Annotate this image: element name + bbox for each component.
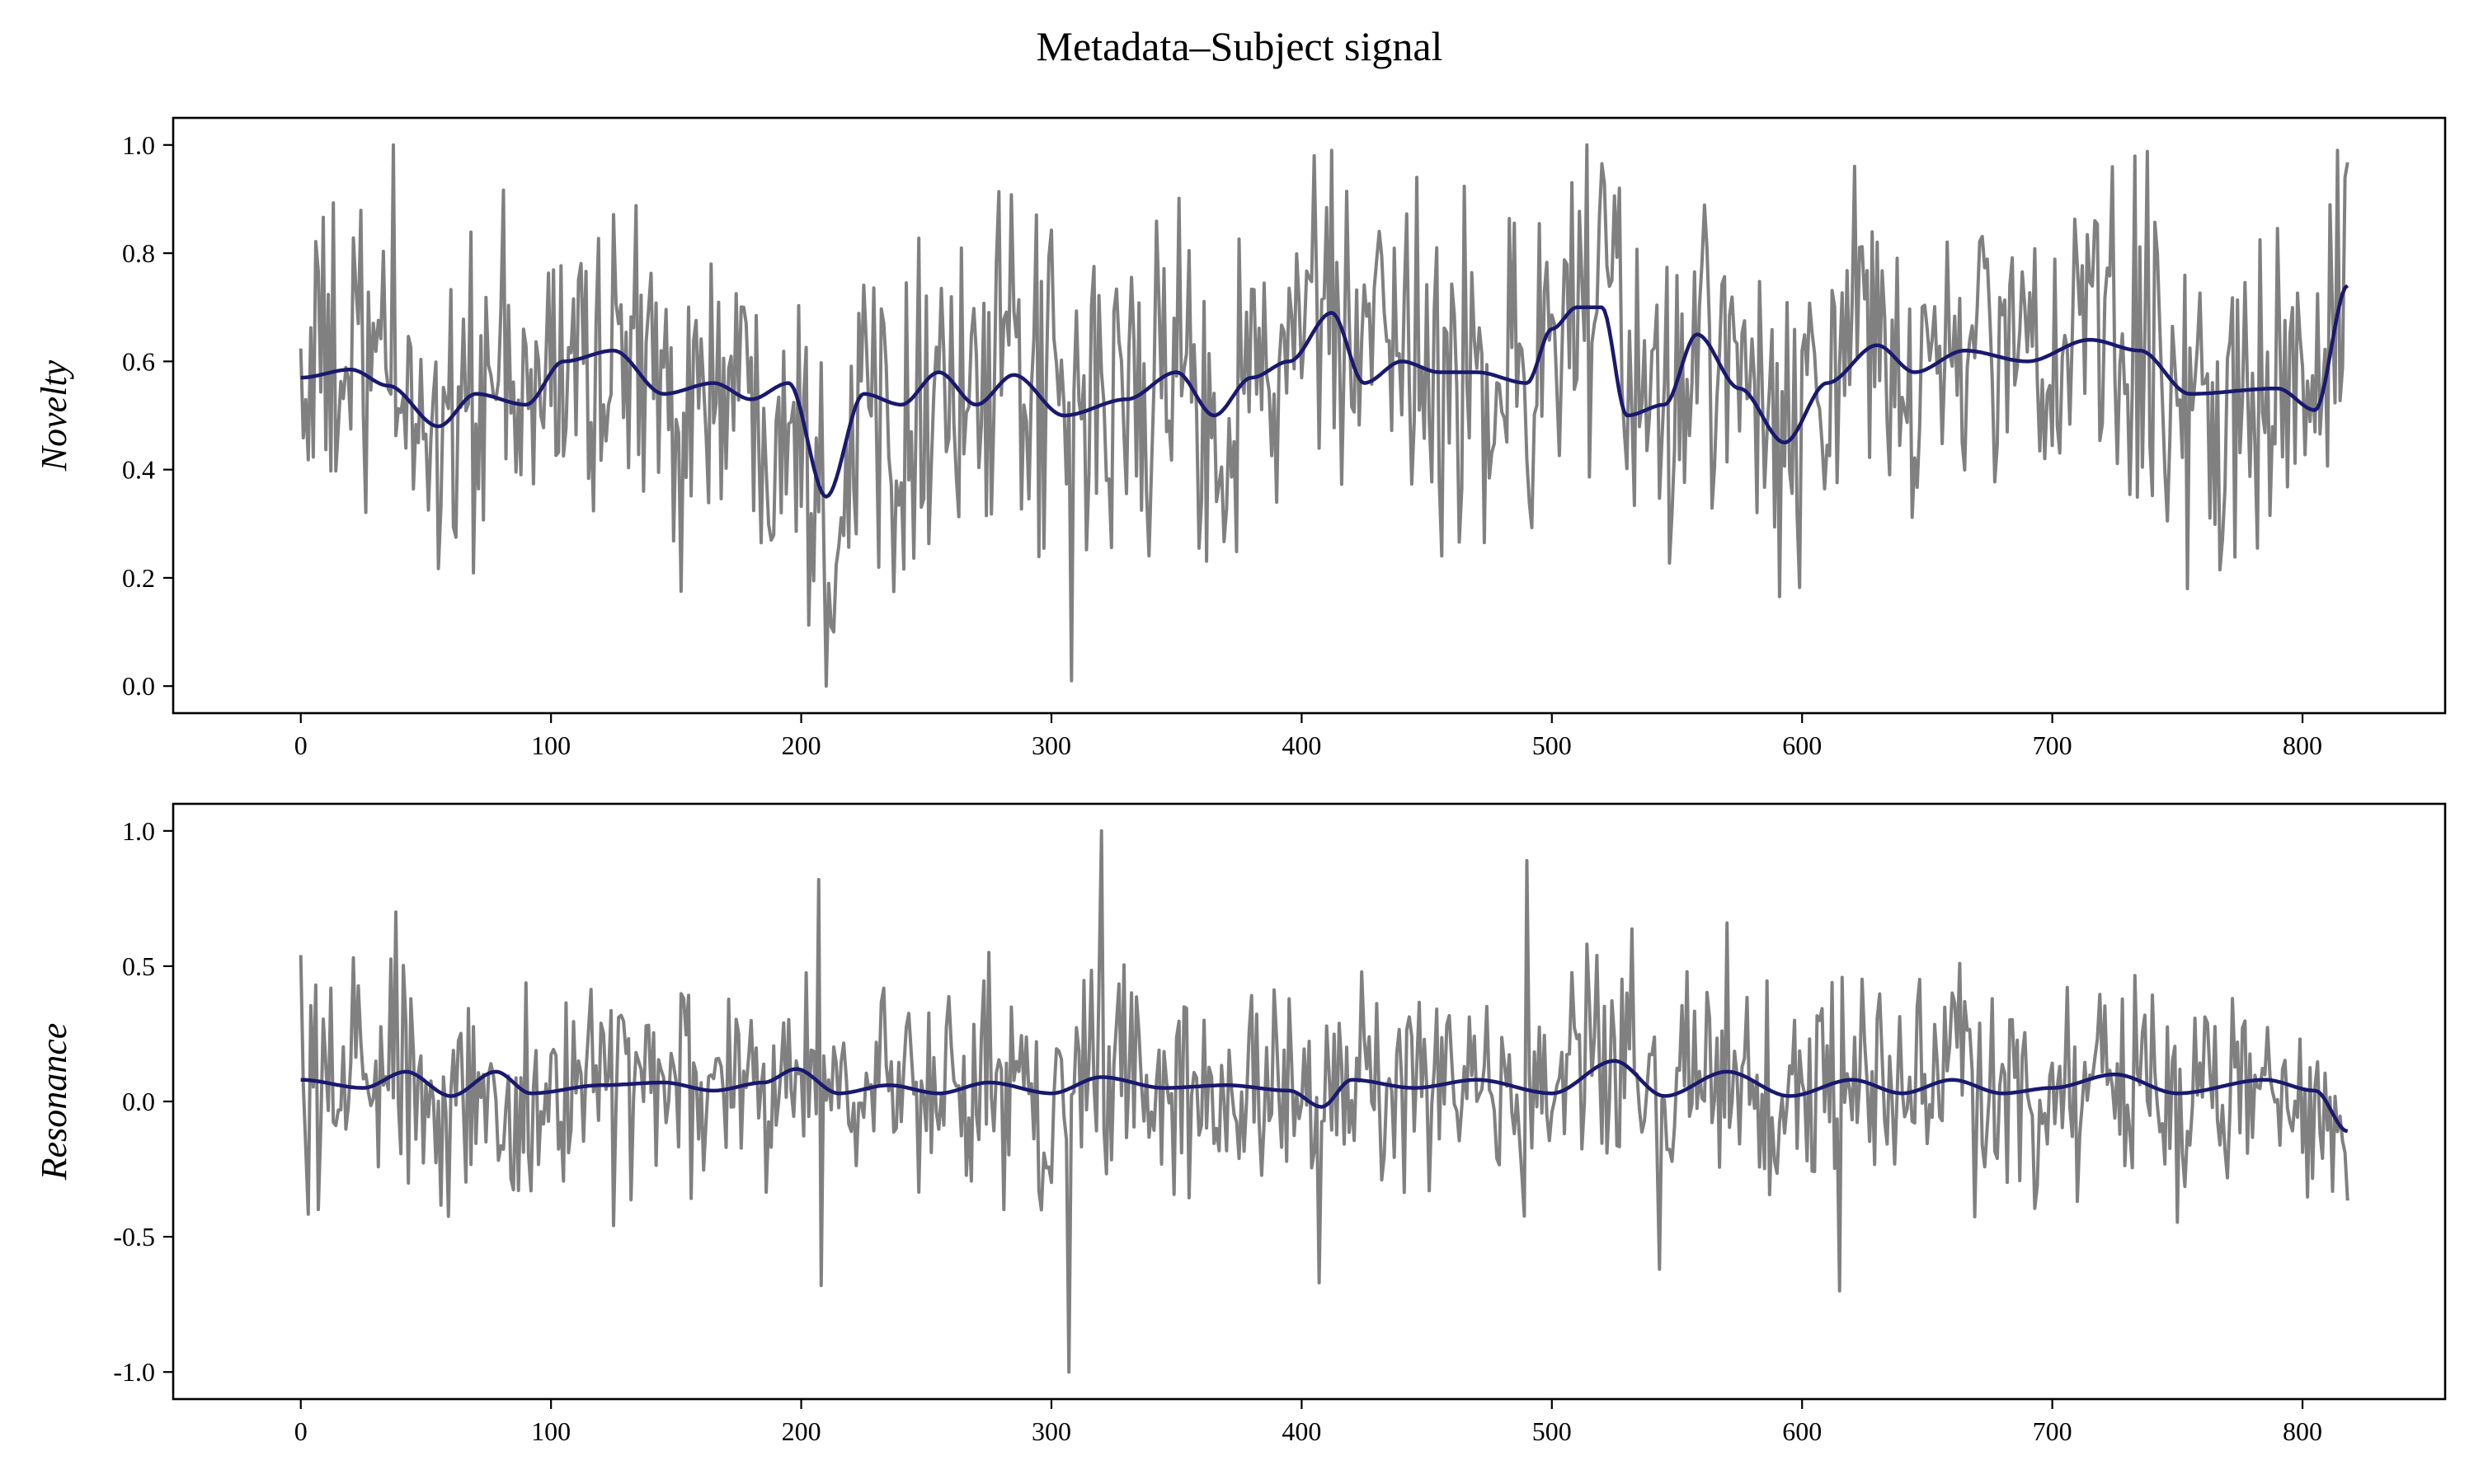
novelty-y-tick-label: 0.0 xyxy=(122,671,155,701)
resonance-x-tick-label: 400 xyxy=(1282,1416,1321,1446)
resonance-x-tick-label: 700 xyxy=(2033,1416,2072,1446)
novelty-raw-line xyxy=(299,143,2349,688)
novelty-x-tick-label: 600 xyxy=(1782,730,1822,760)
novelty-x-tick-label: 300 xyxy=(1032,730,1071,760)
resonance-raw-line xyxy=(299,829,2349,1374)
novelty-x-tick-label: 800 xyxy=(2283,730,2322,760)
resonance-smoothed-line xyxy=(300,1059,2349,1134)
resonance-y-tick-label: 1.0 xyxy=(122,816,155,846)
resonance-x-tick-label: 0 xyxy=(294,1416,308,1446)
novelty-y-tick-label: 1.0 xyxy=(122,130,155,160)
novelty-x-tick-label: 0 xyxy=(294,730,308,760)
novelty-x-tick-label: 100 xyxy=(531,730,571,760)
resonance-y-tick-label: 0.0 xyxy=(122,1087,155,1116)
novelty-y-tick-label: 0.4 xyxy=(122,455,155,485)
resonance-x-tick-label: 300 xyxy=(1032,1416,1071,1446)
novelty-axes-frame xyxy=(172,116,2447,715)
resonance-x-tick-label: 800 xyxy=(2283,1416,2322,1446)
resonance-x-tick-label: 200 xyxy=(782,1416,821,1446)
novelty-y-axis-label: Novelty xyxy=(34,359,74,472)
novelty-smoothed-line xyxy=(300,284,2349,499)
resonance-panel: 0 100 200 300 400 500 600 700 800 -1.0 -0.5 0.0 0.5 1… xyxy=(34,802,2447,1446)
novelty-y-tick-label: 0.2 xyxy=(122,563,155,593)
novelty-x-tick-label: 700 xyxy=(2033,730,2072,760)
resonance-y-axis-label: Resonance xyxy=(34,1023,74,1181)
resonance-y-tick-label: -1.0 xyxy=(113,1357,155,1387)
resonance-y-tick-label: -0.5 xyxy=(113,1222,155,1252)
novelty-x-tick-label: 400 xyxy=(1282,730,1321,760)
novelty-y-tick-label: 0.6 xyxy=(122,346,155,376)
resonance-y-tick-label: 0.5 xyxy=(122,951,155,981)
novelty-x-tick-label: 500 xyxy=(1532,730,1572,760)
novelty-y-tick-label: 0.8 xyxy=(122,238,155,268)
resonance-x-tick-label: 500 xyxy=(1532,1416,1572,1446)
figure-title: Metadata–Subject signal xyxy=(1037,23,1443,69)
resonance-x-tick-label: 600 xyxy=(1782,1416,1822,1446)
resonance-x-tick-label: 100 xyxy=(531,1416,571,1446)
novelty-panel: 0 100 200 300 400 500 600 700 800 0.0 0.2 0.4 0.6 0.8… xyxy=(34,116,2447,760)
novelty-x-tick-label: 200 xyxy=(782,730,821,760)
